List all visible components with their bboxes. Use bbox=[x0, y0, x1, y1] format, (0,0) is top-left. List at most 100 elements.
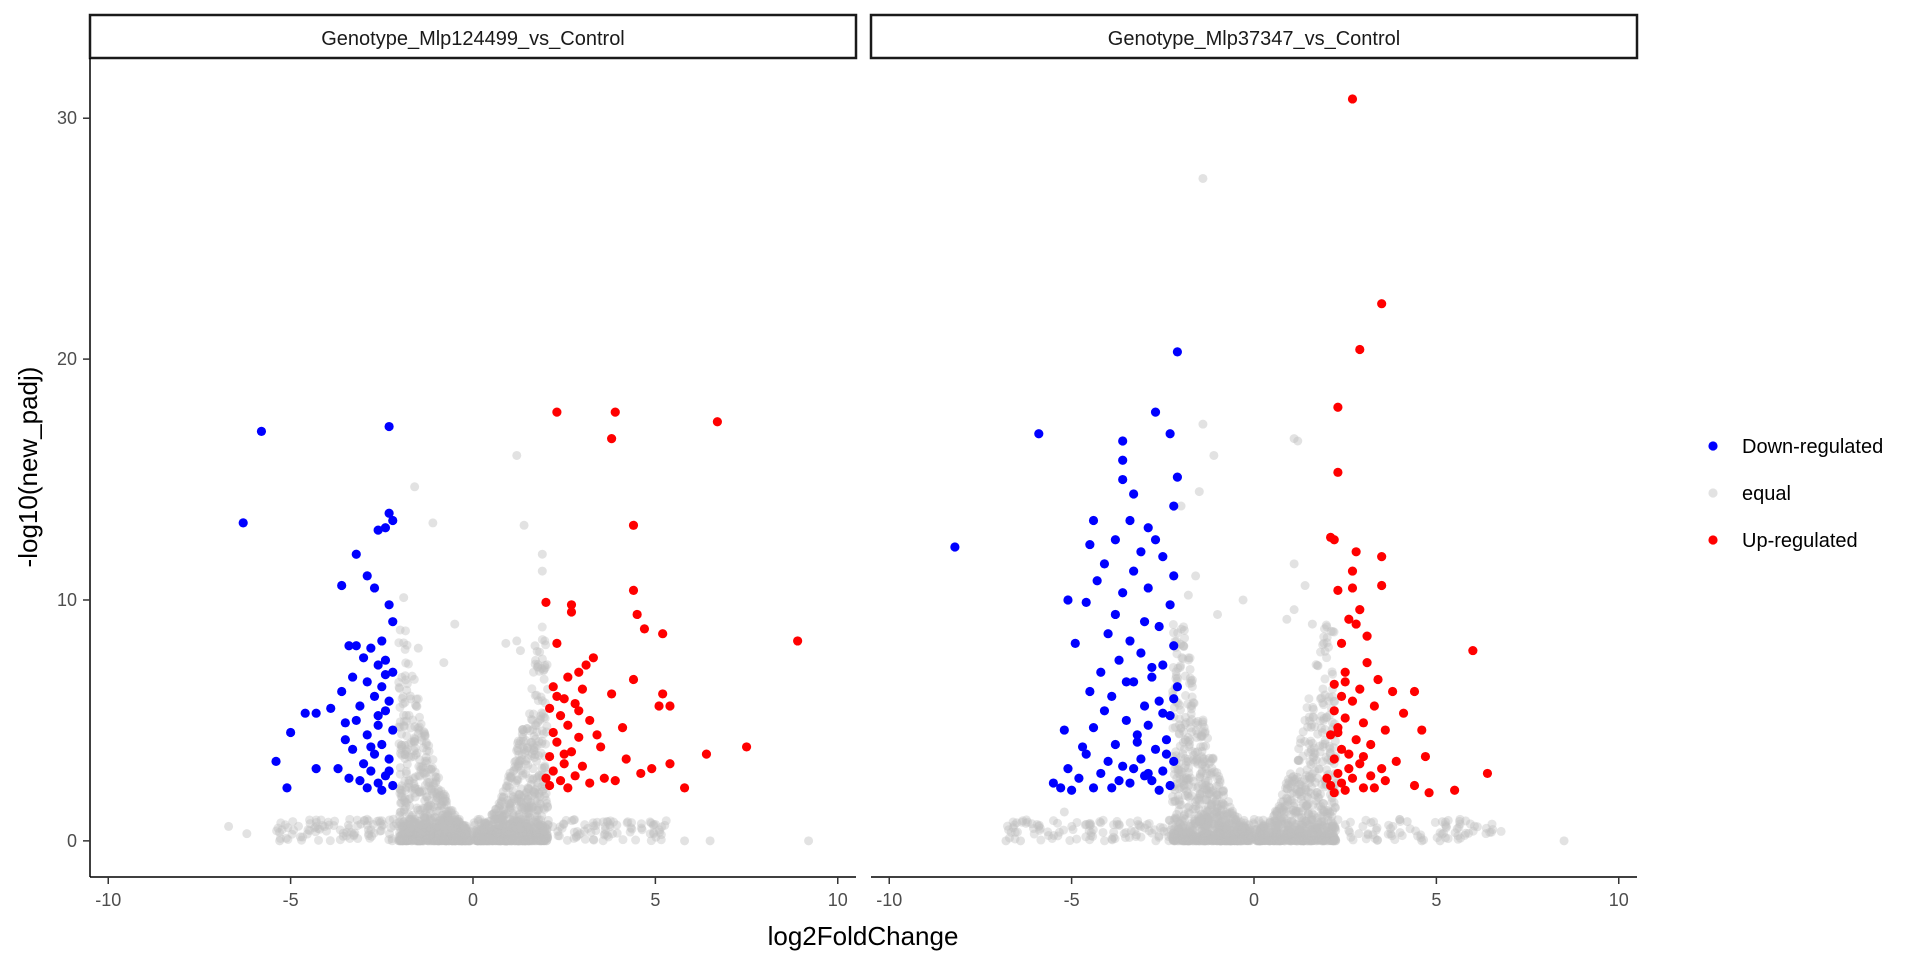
equal-point bbox=[466, 834, 476, 844]
equal-point bbox=[487, 836, 497, 846]
equal-point bbox=[465, 836, 475, 846]
equal-point bbox=[537, 811, 547, 821]
equal-point bbox=[522, 743, 532, 753]
equal-point bbox=[495, 835, 505, 845]
equal-point bbox=[395, 625, 405, 635]
equal-point bbox=[395, 683, 405, 693]
equal-point bbox=[440, 831, 450, 841]
up-point bbox=[563, 783, 573, 793]
equal-point bbox=[432, 830, 442, 840]
equal-point bbox=[523, 802, 533, 812]
equal-point bbox=[534, 826, 544, 836]
equal-point bbox=[429, 835, 439, 845]
equal-point bbox=[395, 763, 405, 773]
up-point bbox=[1398, 708, 1409, 718]
equal-point bbox=[478, 822, 488, 832]
equal-point bbox=[534, 751, 544, 761]
equal-point bbox=[494, 819, 504, 829]
equal-point bbox=[1320, 674, 1330, 684]
equal-point bbox=[514, 817, 524, 827]
equal-point bbox=[454, 819, 464, 829]
equal-point bbox=[528, 829, 538, 839]
equal-point bbox=[399, 833, 409, 843]
equal-point bbox=[1191, 571, 1201, 581]
down-point bbox=[1129, 489, 1139, 499]
equal-point bbox=[445, 816, 455, 826]
down-point bbox=[340, 735, 350, 745]
equal-point bbox=[521, 788, 531, 798]
equal-point bbox=[399, 722, 409, 732]
equal-point bbox=[414, 787, 424, 797]
equal-point bbox=[1239, 815, 1249, 825]
equal-point bbox=[492, 836, 502, 846]
equal-point bbox=[419, 819, 429, 829]
equal-point bbox=[540, 833, 550, 843]
equal-point bbox=[523, 783, 533, 793]
up-point bbox=[585, 778, 595, 788]
up-point bbox=[621, 754, 631, 764]
up-point bbox=[1340, 785, 1350, 795]
equal-point bbox=[510, 824, 520, 834]
up-point bbox=[555, 711, 566, 721]
equal-point bbox=[446, 831, 456, 841]
equal-point bbox=[398, 836, 408, 846]
up-point bbox=[610, 407, 620, 417]
equal-point bbox=[415, 771, 425, 781]
equal-point bbox=[473, 834, 483, 844]
equal-point bbox=[403, 833, 413, 843]
equal-point bbox=[484, 823, 494, 833]
equal-point bbox=[518, 770, 528, 780]
equal-point bbox=[512, 816, 522, 826]
equal-point bbox=[396, 798, 406, 808]
equal-point bbox=[486, 836, 496, 846]
equal-point bbox=[462, 835, 472, 845]
equal-point bbox=[503, 826, 513, 836]
equal-point bbox=[396, 744, 406, 754]
equal-point bbox=[522, 742, 532, 752]
equal-point bbox=[531, 721, 541, 731]
equal-point bbox=[419, 769, 429, 779]
equal-point bbox=[456, 834, 466, 844]
equal-point bbox=[325, 836, 335, 846]
down-point bbox=[377, 739, 387, 750]
y-axis: 0 10 20 30 bbox=[57, 58, 91, 877]
down-point bbox=[384, 600, 394, 610]
equal-point bbox=[514, 832, 524, 842]
equal-point bbox=[408, 825, 418, 835]
equal-point bbox=[510, 820, 520, 830]
up-point bbox=[1351, 735, 1361, 745]
up-point bbox=[654, 701, 664, 711]
equal-point bbox=[541, 640, 551, 650]
equal-point bbox=[396, 740, 406, 750]
equal-point bbox=[432, 835, 442, 845]
equal-point bbox=[461, 833, 471, 843]
equal-point bbox=[496, 796, 506, 806]
equal-point bbox=[481, 829, 491, 839]
equal-point bbox=[680, 836, 690, 846]
equal-point bbox=[297, 835, 307, 845]
equal-point bbox=[425, 820, 435, 830]
equal-point bbox=[455, 835, 465, 845]
down-point bbox=[1067, 785, 1077, 795]
equal-point bbox=[413, 723, 423, 733]
equal-point bbox=[406, 723, 416, 733]
equal-point bbox=[532, 806, 542, 816]
equal-point bbox=[1125, 818, 1135, 828]
equal-point bbox=[433, 825, 443, 835]
equal-point bbox=[425, 833, 435, 843]
equal-point bbox=[398, 822, 408, 832]
equal-point bbox=[478, 836, 488, 846]
equal-point bbox=[506, 835, 516, 845]
equal-point bbox=[429, 827, 439, 837]
down-point bbox=[1110, 609, 1120, 620]
equal-point bbox=[513, 738, 523, 748]
equal-point bbox=[411, 694, 421, 704]
equal-point bbox=[514, 812, 524, 822]
equal-point bbox=[536, 692, 546, 702]
equal-point bbox=[424, 746, 434, 756]
equal-point bbox=[401, 836, 411, 846]
equal-point bbox=[514, 790, 524, 800]
down-point bbox=[1147, 672, 1157, 682]
up-point bbox=[632, 609, 642, 620]
equal-point bbox=[397, 742, 407, 752]
